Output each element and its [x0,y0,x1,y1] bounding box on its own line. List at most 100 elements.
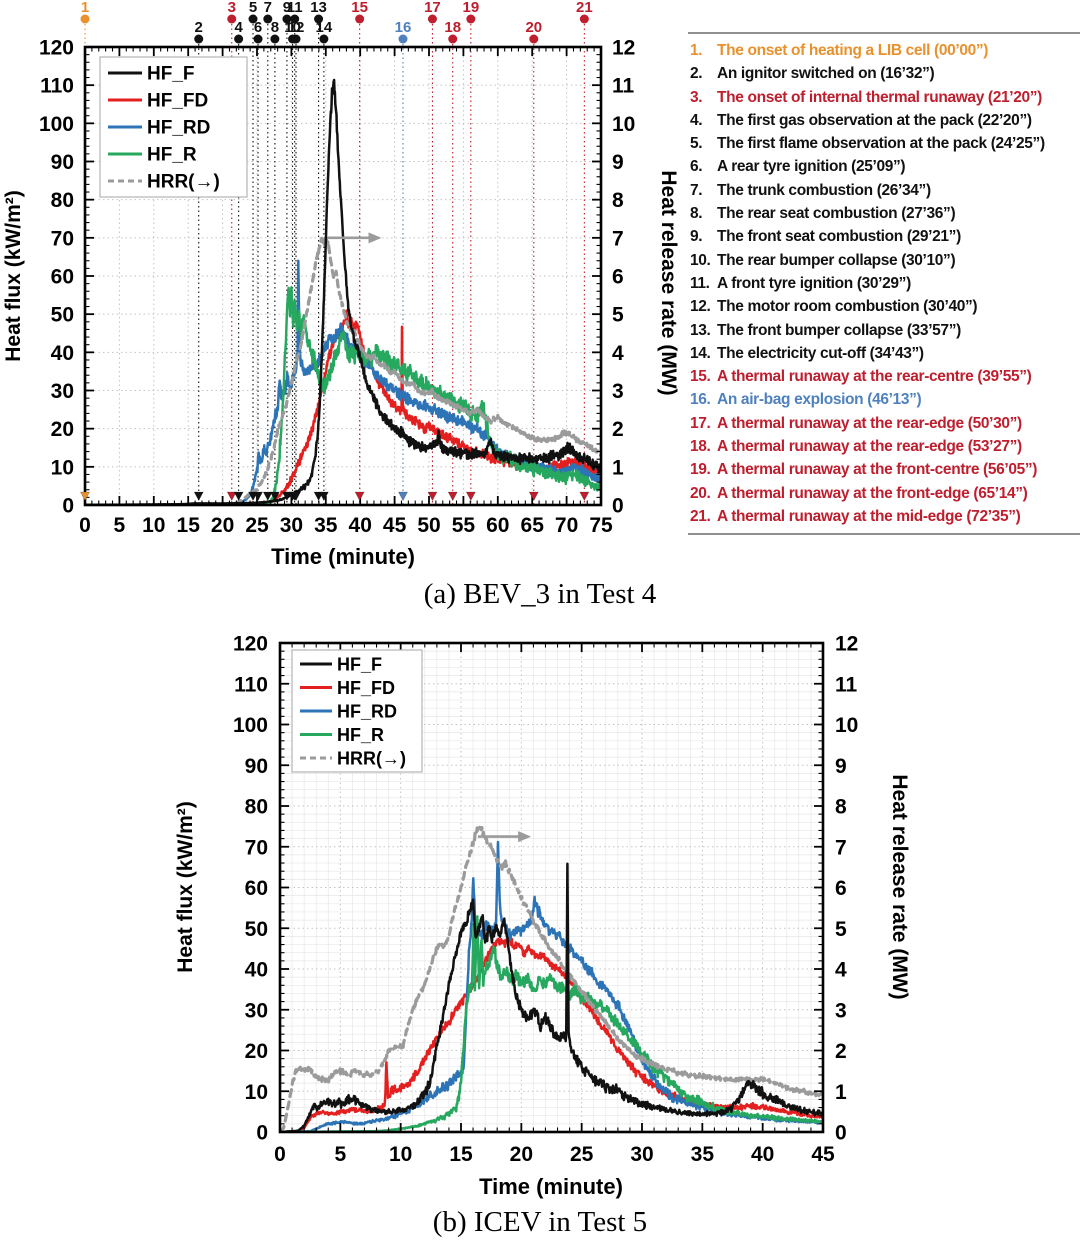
event-item-text: A thermal runaway at the mid-edge (72’35… [717,507,1021,525]
event-triangle-20 [528,491,539,502]
tick-label: 45 [811,1143,835,1166]
event-dot-15 [355,14,365,24]
tick-label: 4 [612,342,624,365]
event-item-text: A thermal runaway at the rear-edge (53’2… [717,438,1022,456]
event-item-13: 13. The front bumper collapse (33’57”) [690,319,1080,342]
tick-label: 20 [245,1040,268,1063]
event-item-number: 8. [690,205,703,223]
event-triangle-18 [447,491,458,502]
event-item-number: 17. [690,414,711,432]
event-dot-2 [194,34,204,44]
event-item-text: The electricity cut-off (34’43”) [717,344,924,362]
tick-label: 45 [383,514,407,537]
event-number-20: 20 [525,19,542,36]
event-item-number: 10. [690,251,711,269]
tick-label: 2 [612,418,624,441]
event-item-text: The motor room combustion (30’40”) [717,298,978,316]
event-triangle-17 [427,491,438,502]
tick-label: 2 [835,1040,847,1063]
event-dot-6 [253,34,263,44]
tick-label: 120 [39,37,74,60]
axes-b: 0 5 10 15 20 25 30 35 40 450102030405060708090100… [174,633,911,1200]
axes-a: 0 5 10 15 20 25 30 35 40 45 50 55 60 65 70 750102030405… [2,37,680,570]
plot-legend-b: HF_F HF_FD HF_RD HF_R HRR(→) [291,649,423,773]
event-number-7: 7 [264,0,272,16]
plot-legend-a: HF_F HF_FD HF_RD HF_R HRR(→) [99,56,248,198]
tick-label: 70 [51,227,74,250]
tick-label: 50 [417,514,440,537]
tick-label: 30 [630,1143,653,1166]
tick-label: 120 [233,633,268,656]
tick-label: 110 [40,75,74,98]
event-dot-4 [234,34,244,44]
tick-label: 15 [177,514,201,537]
tick-label: 0 [612,495,624,518]
tick-label: 80 [245,796,268,819]
event-number-3: 3 [228,0,236,16]
event-triangle-19 [465,491,476,502]
event-item-number: 2. [690,65,703,83]
tick-label: 0 [79,514,91,537]
tick-label: 100 [39,113,74,136]
tick-label: 3 [612,380,624,403]
x-axis-label: Time (minute) [479,1174,623,1199]
event-triangle-9 [281,491,292,502]
event-item-number: 11. [690,274,710,292]
event-item-5: 5. The first flame observation at the pac… [690,132,1080,155]
event-number-8: 8 [271,19,279,36]
event-item-8: 8. The rear seat combustion (27’36”) [690,202,1080,225]
caption-a: (a) BEV_3 in Test 4 [423,578,657,610]
event-item-text: A front tyre ignition (30’29”) [717,274,911,292]
event-item-number: 4. [690,111,703,129]
tick-label: 25 [245,514,269,537]
event-item-16: 16. An air-bag explosion (46’13”) [690,388,1080,411]
event-item-text: The trunk combustion (26’34”) [717,181,931,199]
event-item-text: A thermal runaway at the rear-edge (50’3… [717,414,1022,432]
event-item-number: 14. [690,344,711,362]
legend-label: HRR(→) [337,749,406,769]
series-group-b [280,825,823,1132]
event-item-text: A thermal runaway at the rear-centre (39… [717,368,1032,386]
tick-label: 10 [389,1143,412,1166]
event-dot-21 [579,14,589,24]
legend-label: HF_FD [337,678,395,698]
event-item-10: 10. The rear bumper collapse (30’10”) [690,249,1080,272]
y-axis-label-right: Heat release rate (MW) [657,170,680,395]
tick-label: 65 [521,514,545,537]
event-item-15: 15. A thermal runaway at the rear-centre … [690,365,1080,388]
event-item-number: 15. [690,368,711,386]
event-item-4: 4. The first gas observation at the pack … [690,109,1080,132]
tick-label: 10 [835,714,858,737]
tick-label: 30 [245,999,268,1022]
event-triangle-1 [80,491,90,502]
tick-label: 0 [256,1122,268,1145]
event-item-12: 12. The motor room combustion (30’40”) [690,295,1080,318]
tick-label: 30 [51,380,74,403]
event-item-number: 7. [690,181,703,199]
event-item-text: The first flame observation at the pack … [717,135,1045,153]
tick-label: 20 [51,418,74,441]
event-dot-18 [448,34,458,44]
tick-label: 0 [62,495,74,518]
tick-label: 25 [570,1143,594,1166]
event-number-6: 6 [254,19,262,36]
tick-label: 8 [835,796,847,819]
tick-label: 50 [51,304,74,327]
tick-label: 0 [835,1122,847,1145]
tick-label: 8 [612,189,624,212]
event-item-14: 14. The electricity cut-off (34’43”) [690,342,1080,365]
event-number-13: 13 [310,0,327,16]
event-item-text: The onset of heating a LIB cell (00’00”) [717,42,989,59]
event-dot-9 [282,14,292,24]
tick-label: 55 [452,514,476,537]
event-list: 1. The onset of heating a LIB cell (00’00… [690,39,1080,528]
tick-label: 12 [612,37,635,60]
event-dot-16 [398,34,408,44]
tick-label: 15 [449,1143,473,1166]
tick-label: 5 [612,304,624,327]
tick-label: 10 [612,113,635,136]
tick-label: 110 [234,673,268,696]
event-dot-13 [314,14,324,24]
event-item-2: 2. An ignitor switched on (16’32”) [690,62,1080,85]
